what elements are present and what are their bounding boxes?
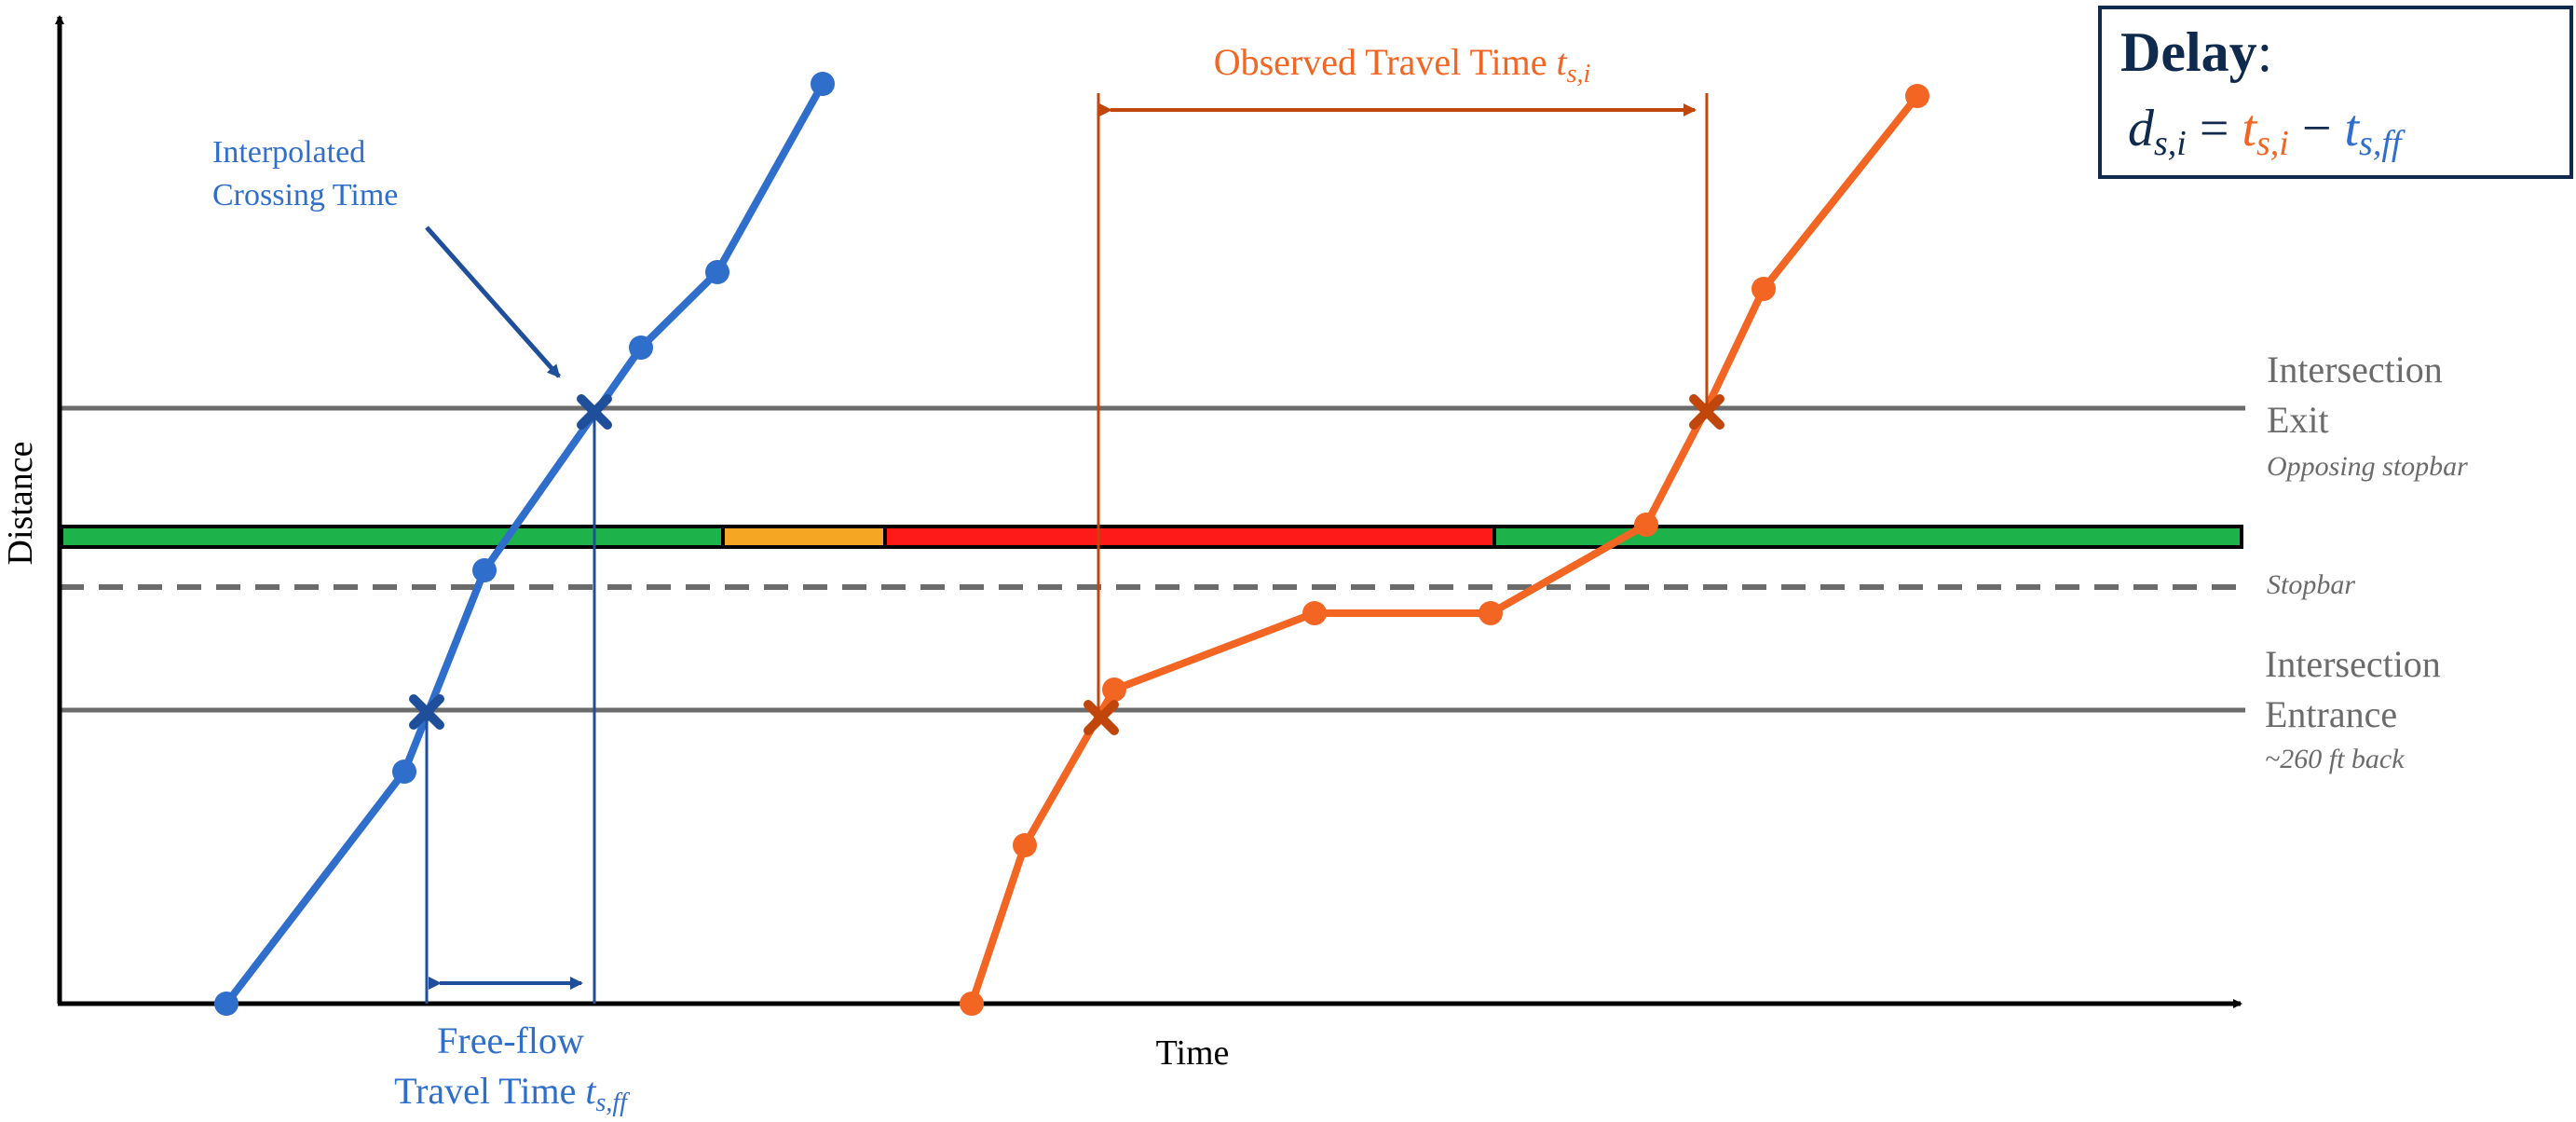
freeflow-point xyxy=(392,759,416,784)
y-axis-label: Distance xyxy=(1,442,40,566)
exit-label-line2: Exit xyxy=(2267,399,2329,441)
freeflow-point xyxy=(214,992,239,1016)
freeflow-trajectory xyxy=(214,72,835,1016)
observed-point xyxy=(1905,84,1929,108)
freeflow-point xyxy=(705,260,729,284)
freeflow-exit-cross-icon xyxy=(577,394,612,430)
freeflow-point xyxy=(629,335,653,360)
freeflow-point xyxy=(811,72,835,96)
entrance-label-line1: Intersection xyxy=(2265,643,2441,685)
signal-red xyxy=(883,525,1496,549)
freeflow-point xyxy=(472,558,497,582)
interpolated-label-line1: Interpolated xyxy=(212,135,365,170)
exit-note: Opposing stopbar xyxy=(2267,451,2468,482)
delay-equation: ds,i = ts,i − ts,ff xyxy=(2128,100,2406,163)
x-axis-label: Time xyxy=(1156,1033,1230,1073)
interpolated-arrow xyxy=(425,226,561,378)
delay-box: Delay: ds,i = ts,i − ts,ff xyxy=(2098,6,2573,179)
interpolated-label-line2: Crossing Time xyxy=(212,178,398,212)
delay-title: Delay: xyxy=(2120,21,2272,83)
observed-exit-cross-icon xyxy=(1689,394,1724,430)
entrance-note: ~260 ft back xyxy=(2265,744,2405,774)
observed-point xyxy=(1102,677,1126,702)
signal-yellow xyxy=(721,525,887,549)
observed-point xyxy=(1634,513,1658,537)
freeflow-label-line1: Free-flow xyxy=(437,1019,584,1061)
observed-trajectory xyxy=(960,84,1929,1016)
signal-phase-bar xyxy=(60,525,2243,549)
freeflow-entry-cross-icon xyxy=(409,694,444,730)
entrance-label-line2: Entrance xyxy=(2265,693,2397,735)
observed-point xyxy=(1013,833,1037,857)
observed-point xyxy=(1751,277,1776,301)
observed-point xyxy=(1479,601,1503,625)
stopbar-label: Stopbar xyxy=(2267,569,2355,600)
observed-point xyxy=(960,992,984,1016)
exit-label-line1: Intersection xyxy=(2267,349,2443,390)
freeflow-label-line2: Travel Time ts,ff xyxy=(394,1070,630,1117)
signal-green-2 xyxy=(1492,525,2243,549)
signal-green-1 xyxy=(60,525,725,549)
observed-entry-cross-icon xyxy=(1084,700,1119,735)
observed-point xyxy=(1302,601,1327,625)
observed-label: Observed Travel Time ts,i xyxy=(1214,41,1591,89)
